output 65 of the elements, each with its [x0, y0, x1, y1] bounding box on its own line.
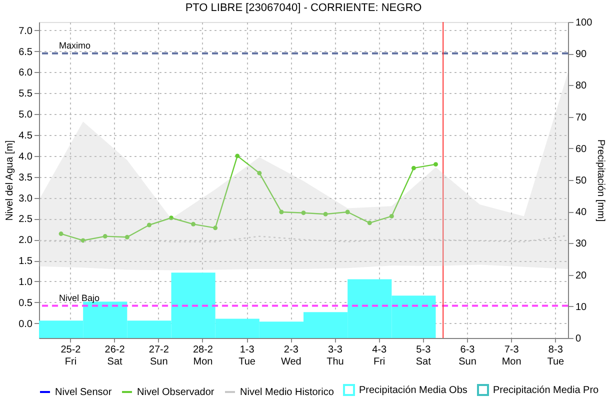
- x-tick-label: 8-3 Tue: [547, 344, 565, 368]
- y2-tick-label: 100: [576, 18, 593, 28]
- y2-tick-label: 0: [576, 334, 582, 344]
- legend-label: Precipitación Media Pro: [493, 385, 600, 396]
- point: [191, 222, 196, 226]
- y2-tick-label: 50: [576, 176, 588, 186]
- y2-tick-label: 20: [576, 270, 588, 282]
- y2-axis-title: Precipitación [mm]: [595, 139, 606, 222]
- point: [58, 232, 64, 236]
- chart-title: PTO LIBRE [23067040] - CORRIENTE: NEGRO: [185, 2, 422, 14]
- point: [389, 214, 394, 218]
- x-tick-label: 4-3 Fri: [372, 344, 387, 368]
- ref-line-label: Maximo: [59, 40, 91, 50]
- x-tick-label: 6-3 Sun: [458, 344, 476, 368]
- y2-tick-label: 40: [576, 207, 588, 218]
- y2-tick-label: 30: [576, 238, 588, 250]
- x-tick-label: 27-2 Sun: [148, 344, 170, 368]
- ref-line-label: Nivel Bajo: [59, 292, 100, 303]
- x-tick-label: 26-2 Sat: [104, 344, 126, 368]
- y-tick-label: 7.0: [18, 26, 33, 37]
- y-tick-label: 4.5: [18, 130, 33, 142]
- point: [279, 210, 284, 214]
- legend-label: Nivel Observador: [137, 387, 215, 398]
- y2-tick-label: 90: [576, 49, 588, 60]
- point: [411, 166, 416, 170]
- point: [257, 170, 262, 176]
- y-tick-label: 1.5: [18, 256, 33, 268]
- legend-label: Nivel Medio Historico: [240, 387, 334, 398]
- x-tick-label: 5-3 Sat: [416, 344, 432, 368]
- y-tick-label: 1.0: [18, 276, 33, 288]
- point: [434, 162, 438, 167]
- point: [367, 220, 372, 226]
- x-tick-label: 28-2 Mon: [192, 344, 214, 368]
- y-tick-label: 3.0: [18, 193, 33, 204]
- point: [301, 210, 306, 216]
- point: [124, 234, 130, 240]
- point: [146, 222, 152, 228]
- point: [345, 210, 350, 214]
- point: [213, 226, 218, 230]
- y-axis-title: Nivel del Agua [m]: [4, 140, 16, 221]
- x-tick-label: 25-2 Fri: [60, 344, 82, 368]
- point: [235, 154, 240, 158]
- y-tick-label: 5.5: [18, 88, 33, 100]
- y-tick-label: 6.0: [18, 68, 33, 79]
- y2-tick-label: 10: [576, 302, 588, 313]
- y-tick-label: 0.5: [18, 298, 33, 309]
- x-tick-label: 1-3 Tue: [238, 344, 256, 368]
- point: [323, 212, 328, 216]
- x-tick-label: 3-3 Thu: [326, 344, 344, 368]
- y-tick-label: 6.5: [18, 46, 33, 58]
- y-tick-label: 0.0: [18, 318, 33, 330]
- y-tick-label: 4.0: [18, 151, 33, 162]
- y-tick-label: 2.5: [18, 214, 33, 226]
- y-tick-label: 2.0: [18, 235, 33, 246]
- point: [102, 234, 108, 239]
- x-tick-label: 7-3 Mon: [502, 344, 522, 368]
- legend-label: Nivel Sensor: [55, 387, 112, 398]
- legend-label: Precipitación Media Obs: [359, 385, 468, 396]
- point: [169, 216, 174, 220]
- y2-tick-label: 60: [576, 144, 588, 155]
- x-tick-label: 2-3 Wed: [280, 344, 302, 368]
- y-tick-label: 5.0: [18, 110, 33, 121]
- y-tick-label: 3.5: [18, 172, 33, 184]
- y2-tick-label: 80: [576, 80, 588, 92]
- y2-tick-label: 70: [576, 112, 588, 124]
